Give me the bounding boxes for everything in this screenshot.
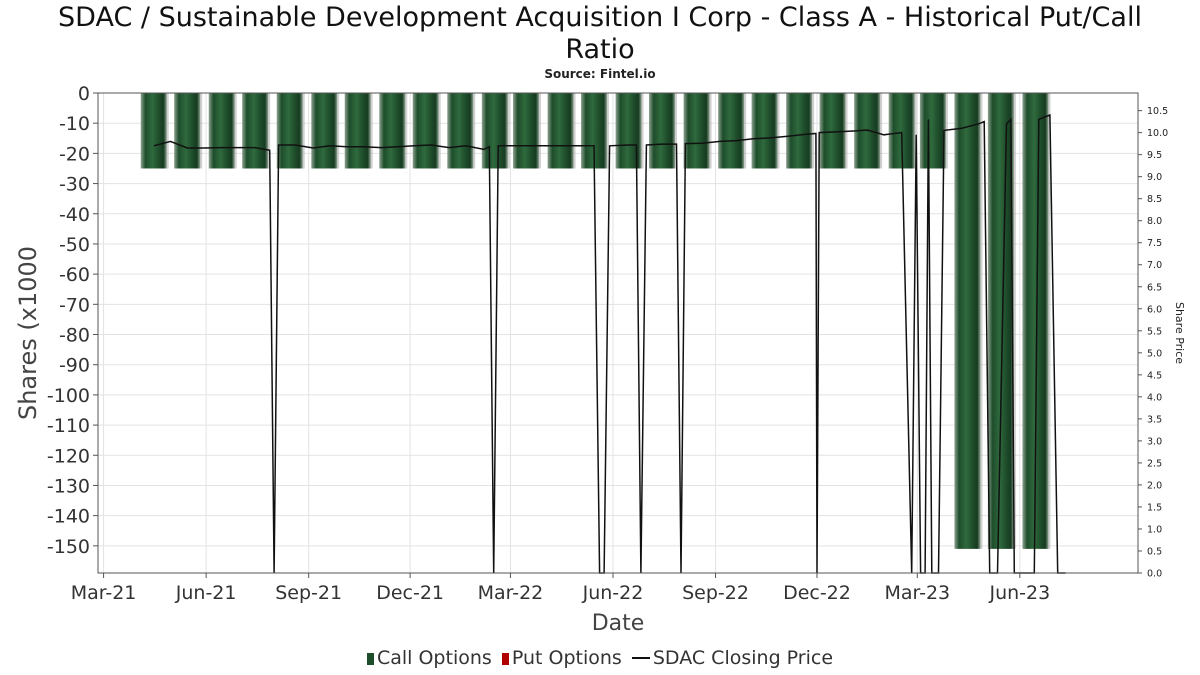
x-tick-label: Dec-22 <box>783 582 851 604</box>
call-bar-7 <box>344 93 371 169</box>
call-bar-9 <box>412 93 439 169</box>
y2-tick-label: 8.0 <box>1147 216 1162 227</box>
call-bar-18 <box>718 93 745 169</box>
call-bar-8 <box>379 93 406 169</box>
y2-tick-label: 6.0 <box>1147 304 1162 315</box>
call-bar-24 <box>919 93 946 169</box>
y-tick-label: -10 <box>59 113 90 135</box>
y-tick-label: -40 <box>59 204 90 226</box>
call-bar-20 <box>786 93 813 169</box>
y-axis-left-ticks: 0 -10 -20 -30 -40 -50 -60 -70 -80 -90 -100 -110 -120… <box>47 83 98 558</box>
call-bar-17 <box>683 93 710 169</box>
y-tick-label: -130 <box>47 475 90 497</box>
y-axis-label: Shares (x1000 <box>14 246 42 420</box>
call-bar-15 <box>615 93 642 169</box>
y-tick-label: -70 <box>59 294 90 316</box>
y2-tick-label: 2.0 <box>1147 480 1162 491</box>
call-options-swatch <box>366 653 374 665</box>
y2-tick-label: 8.5 <box>1147 194 1162 205</box>
x-tick-label: Mar-23 <box>884 582 950 604</box>
x-tick-label: Jun-23 <box>988 582 1050 604</box>
call-bar-11 <box>481 93 508 169</box>
call-bar-26 <box>987 93 1014 549</box>
y-tick-label: -100 <box>47 385 90 407</box>
put-call-chart: 0 -10 -20 -30 -40 -50 -60 -70 -80 -90 -100 -110 -120… <box>14 83 1186 636</box>
call-bar-25 <box>954 93 981 549</box>
call-bar-10 <box>447 93 474 169</box>
y-tick-label: -60 <box>59 264 90 286</box>
call-bar-2 <box>174 93 201 169</box>
call-bar-3 <box>208 93 235 169</box>
call-bar-21 <box>819 93 846 169</box>
y2-tick-label: 7.0 <box>1147 260 1162 271</box>
legend-price-label: SDAC Closing Price <box>652 647 834 669</box>
y2-tick-label: 0.0 <box>1147 569 1162 580</box>
x-axis-ticks: Mar-21 Jun-21 Sep-21 Dec-21 Mar-22 Jun-22 Sep-… <box>71 573 1050 604</box>
chart-title: SDAC / Sustainable Development Acquisiti… <box>0 2 1200 66</box>
put-options-swatch <box>501 653 509 665</box>
price-line <box>153 113 1066 574</box>
y2-tick-label: 3.0 <box>1147 436 1162 447</box>
y-tick-label: -80 <box>59 325 90 347</box>
y-tick-label: 0 <box>78 83 90 105</box>
x-tick-label: Mar-22 <box>478 582 544 604</box>
x-tick-label: Jun-22 <box>582 582 644 604</box>
y2-tick-label: 4.0 <box>1147 392 1162 403</box>
legend-call-options[interactable]: Call Options <box>366 647 492 669</box>
y-tick-label: -20 <box>59 143 90 165</box>
call-bar-12 <box>513 93 540 169</box>
y2-tick-label: 10.5 <box>1147 106 1168 117</box>
legend-closing-price[interactable]: SDAC Closing Price <box>631 647 834 669</box>
y2-tick-label: 10.0 <box>1147 128 1168 139</box>
y2-tick-label: 5.5 <box>1147 326 1162 337</box>
y-tick-label: -140 <box>47 506 90 528</box>
y2-tick-label: 6.5 <box>1147 282 1162 293</box>
plot-frame <box>97 92 1139 574</box>
y2-tick-label: 9.5 <box>1147 150 1162 161</box>
call-bar-6 <box>311 93 338 169</box>
y2-tick-label: 4.5 <box>1147 370 1162 381</box>
y-tick-label: -110 <box>47 415 90 437</box>
chart-subtitle: Source: Fintel.io <box>544 67 656 81</box>
call-bar-1 <box>140 93 167 169</box>
y2-tick-label: 3.5 <box>1147 414 1162 425</box>
chart-title-line-2: Ratio <box>565 34 635 65</box>
closing-price-line <box>153 113 1066 574</box>
chart-legend: Call Options Put Options SDAC Closing Pr… <box>0 647 1200 669</box>
y-tick-label: -90 <box>59 355 90 377</box>
legend-call-label: Call Options <box>376 647 492 669</box>
y-tick-label: -50 <box>59 234 90 256</box>
x-axis-label: Date <box>592 611 645 636</box>
y2-tick-label: 2.5 <box>1147 458 1162 469</box>
y-tick-label: -120 <box>47 445 90 467</box>
y-axis-right-ticks: 0.0 0.5 1.0 1.5 2.0 2.5 3.0 3.5 4.0 4.5 5.0 5.5 6.0 6… <box>1138 106 1168 580</box>
x-tick-label: Mar-21 <box>71 582 137 604</box>
x-tick-label: Sep-21 <box>275 582 342 604</box>
y2-tick-label: 1.0 <box>1147 524 1162 535</box>
call-bar-13 <box>547 93 574 169</box>
y2-tick-label: 7.5 <box>1147 238 1162 249</box>
y2-tick-label: 1.5 <box>1147 502 1162 513</box>
chart-title-line-1: SDAC / Sustainable Development Acquisiti… <box>58 2 1142 33</box>
y-tick-label: -150 <box>47 536 90 558</box>
closing-price-swatch <box>631 657 650 659</box>
call-bar-4 <box>242 93 269 169</box>
y2-axis-label: Share Price <box>1173 302 1186 364</box>
y-tick-label: -30 <box>59 174 90 196</box>
legend-put-options[interactable]: Put Options <box>501 647 622 669</box>
x-tick-label: Sep-22 <box>682 582 749 604</box>
y2-tick-label: 5.0 <box>1147 348 1162 359</box>
x-tick-label: Dec-21 <box>376 582 444 604</box>
call-bar-5 <box>276 93 303 169</box>
legend-put-label: Put Options <box>511 647 622 669</box>
x-tick-label: Jun-21 <box>175 582 237 604</box>
y2-tick-label: 0.5 <box>1147 546 1162 557</box>
call-bar-16 <box>649 93 676 169</box>
call-bar-19 <box>751 93 778 169</box>
y2-tick-label: 9.0 <box>1147 172 1162 183</box>
